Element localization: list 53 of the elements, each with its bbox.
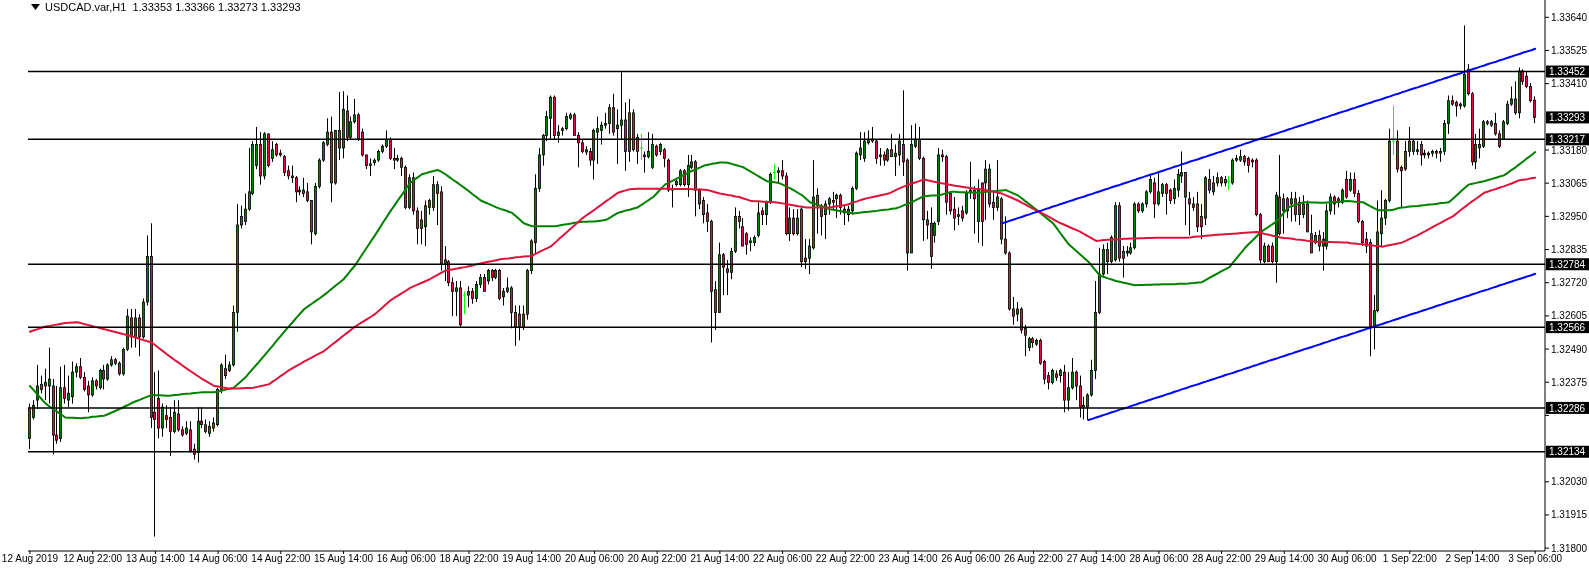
- ref-line-label: 1.32784: [1549, 258, 1586, 270]
- y-tick-label: 1.32720: [1551, 277, 1588, 289]
- candlestick: [463, 291, 466, 315]
- x-tick-label: 13 Aug 14:00: [125, 553, 186, 565]
- y-tick-label: 1.32835: [1551, 244, 1588, 256]
- x-tick-label: 29 Aug 14:00: [1254, 553, 1315, 565]
- line-series: [1001, 47, 1537, 225]
- y-tick-label: 1.32605: [1551, 310, 1588, 322]
- x-tick-label: 12 Aug 22:00: [63, 553, 123, 565]
- x-tick-label: 23 Aug 14:00: [878, 553, 938, 565]
- ref-line-label: 1.32566: [1549, 321, 1586, 333]
- x-tick-label: 27 Aug 14:00: [1066, 553, 1127, 565]
- y-tick-label: 1.33065: [1551, 177, 1588, 189]
- y-tick-label: 1.33640: [1551, 11, 1588, 23]
- ref-line-label: 1.33217: [1549, 133, 1586, 145]
- ref-line-label: 1.33452: [1549, 66, 1586, 78]
- y-tick-label: 1.32375: [1551, 376, 1588, 388]
- x-tick-label: 14 Aug 06:00: [188, 553, 249, 565]
- y-tick-label: 1.32490: [1551, 343, 1588, 355]
- x-tick-label: 30 Aug 06:00: [1317, 553, 1377, 565]
- ref-line-label: 1.32286: [1549, 402, 1586, 414]
- x-tick-label: 22 Aug 06:00: [753, 553, 813, 565]
- x-tick-label: 2 Sep 14:00: [1445, 553, 1500, 565]
- candlestick: [640, 133, 643, 161]
- chart-title: USDCAD.var,H1 1.33353 1.33366 1.33273 1.33293: [45, 1, 301, 13]
- x-tick-label: 26 Aug 06:00: [941, 553, 1001, 565]
- x-tick-label: 26 Aug 22:00: [1003, 553, 1064, 565]
- x-tick-label: 18 Aug 22:00: [439, 553, 499, 565]
- candlestick: [643, 151, 646, 173]
- ref-line-label: 1.32134: [1549, 446, 1586, 458]
- x-tick-label: 19 Aug 14:00: [502, 553, 562, 565]
- x-tick-label: 14 Aug 22:00: [251, 553, 311, 565]
- x-tick-label: 20 Aug 06:00: [564, 553, 625, 565]
- x-tick-label: 22 Aug 22:00: [815, 553, 876, 565]
- x-tick-label: 28 Aug 06:00: [1129, 553, 1189, 565]
- x-tick-label: 12 Aug 2019: [1, 553, 59, 565]
- x-tick-label: 15 Aug 14:00: [314, 553, 374, 565]
- y-tick-label: 1.33180: [1551, 144, 1588, 156]
- x-tick-label: 28 Aug 22:00: [1192, 553, 1252, 565]
- x-tick-label: 16 Aug 06:00: [376, 553, 437, 565]
- x-tick-label: 3 Sep 06:00: [1508, 553, 1563, 565]
- x-tick-label: 1 Sep 22:00: [1382, 553, 1438, 565]
- text: 1.33293: [1549, 112, 1586, 124]
- y-tick-label: 1.32950: [1551, 210, 1588, 222]
- y-tick-label: 1.31800: [1551, 542, 1588, 554]
- x-tick-label: 20 Aug 22:00: [627, 553, 688, 565]
- y-tick-label: 1.31915: [1551, 509, 1588, 521]
- candlestick: [1392, 105, 1395, 155]
- x-tick-label: 21 Aug 14:00: [690, 553, 750, 565]
- y-tick-label: 1.33525: [1551, 45, 1588, 57]
- line-series: [1087, 272, 1537, 422]
- y-tick-label: 1.32030: [1551, 476, 1588, 488]
- y-tick-label: 1.33410: [1551, 78, 1588, 90]
